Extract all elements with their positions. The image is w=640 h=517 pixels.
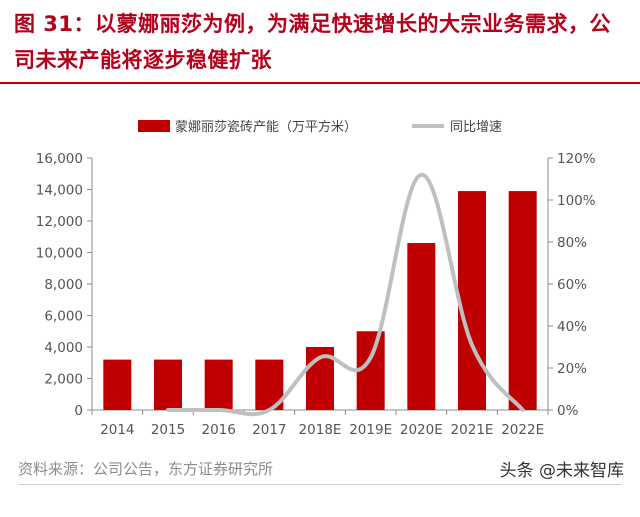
y-left-tick-label: 2,000 <box>44 372 83 388</box>
y-left-tick-label: 8,000 <box>44 277 83 293</box>
y-right-tick-label: 120% <box>557 151 596 167</box>
bar-series <box>103 191 537 410</box>
bottom-divider <box>18 484 622 485</box>
legend-bar-label: 蒙娜丽莎瓷砖产能（万平方米） <box>175 119 357 135</box>
y-right-tick-label: 60% <box>557 277 587 293</box>
bar-line-chart: 蒙娜丽莎瓷砖产能（万平方米） 同比增速 0 2,000 4,000 6,000 8,000… <box>36 119 596 438</box>
legend-bar-swatch <box>138 120 170 132</box>
line-series <box>166 172 525 417</box>
x-tick-label: 2016 <box>201 422 235 438</box>
axes: 0 2,000 4,000 6,000 8,000 10,000 12,000 14,000 1… <box>36 151 596 438</box>
y-left-tick-label: 12,000 <box>36 214 83 230</box>
x-tick-label: 2018E <box>299 422 342 438</box>
watermark: 头条 @未来智库 <box>499 461 624 481</box>
y-left-tick-label: 10,000 <box>36 246 83 262</box>
y-right-tick-label: 80% <box>557 235 587 251</box>
y-right-tick-label: 0% <box>557 403 579 419</box>
bar-2014 <box>103 359 132 410</box>
title-divider <box>0 82 640 84</box>
x-tick-label: 2020E <box>400 422 443 438</box>
y-left-tick-label: 0 <box>74 403 83 419</box>
figure-title: 图 31：以蒙娜丽莎为例，为满足快速增长的大宗业务需求，公司未来产能将逐步稳健扩… <box>14 12 612 72</box>
x-tick-label: 2019E <box>349 422 392 438</box>
x-tick-label: 2017 <box>252 422 286 438</box>
y-right-tick-label: 100% <box>557 193 596 209</box>
y-right-tick-label: 20% <box>557 361 587 377</box>
x-tick-label: 2015 <box>151 422 185 438</box>
legend: 蒙娜丽莎瓷砖产能（万平方米） 同比增速 <box>138 119 502 135</box>
source-note: 资料来源：公司公告，东方证券研究所 <box>18 460 274 478</box>
x-tick-label: 2022E <box>501 422 544 438</box>
y-left-tick-label: 14,000 <box>36 183 83 199</box>
bar-2016 <box>204 359 233 410</box>
y-left-tick-label: 6,000 <box>44 309 83 325</box>
x-tick-label: 2014 <box>100 422 134 438</box>
x-tick-label: 2021E <box>451 422 494 438</box>
bar-2015 <box>154 359 182 410</box>
legend-line-label: 同比增速 <box>450 120 502 135</box>
bar-2020E <box>407 243 436 410</box>
bar-2021E <box>458 191 486 410</box>
y-right-tick-label: 40% <box>557 319 587 335</box>
bar-2022E <box>508 191 537 410</box>
y-left-tick-label: 4,000 <box>44 340 83 356</box>
y-left-tick-label: 16,000 <box>36 151 83 167</box>
